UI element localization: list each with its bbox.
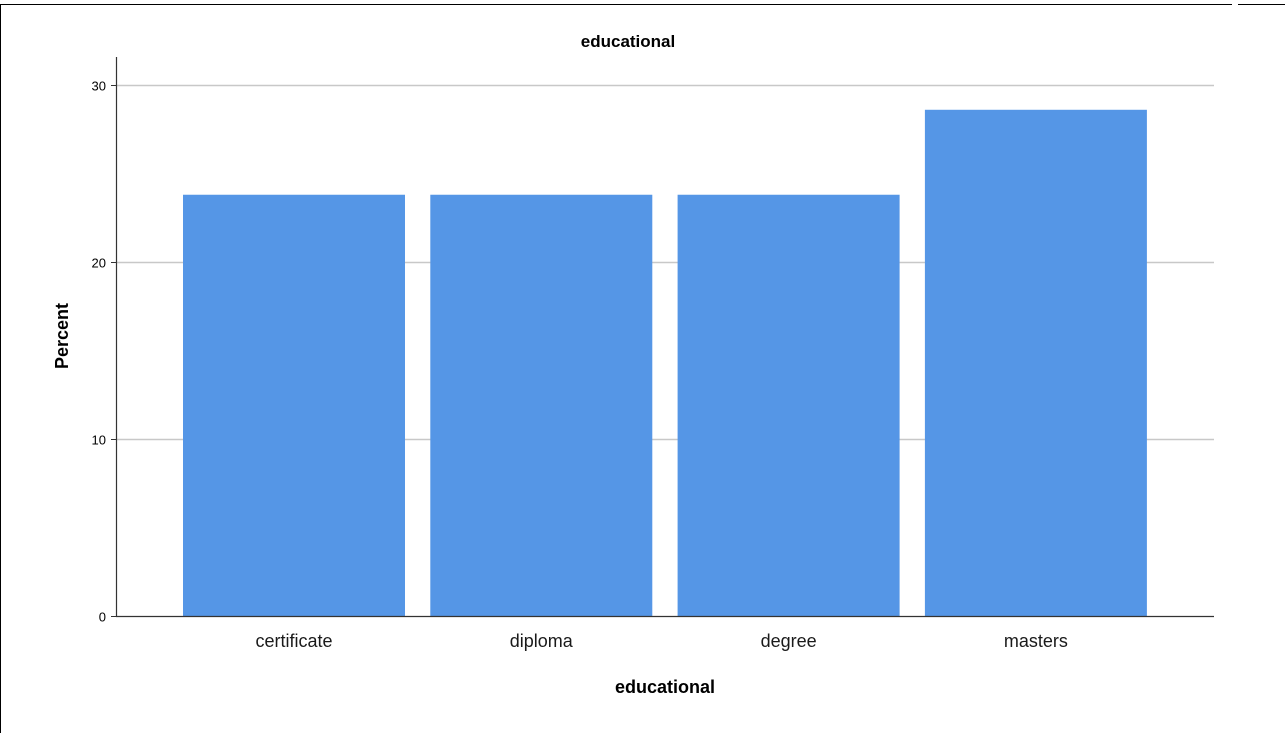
bar — [183, 194, 405, 617]
chart-title: educational — [581, 32, 675, 51]
frame-border-left — [0, 4, 1, 733]
bar — [430, 194, 653, 617]
y-tick-label: 30 — [92, 79, 106, 94]
y-tick-label: 0 — [99, 610, 106, 625]
x-tick-labels: certificate diploma degree masters — [255, 631, 1067, 651]
bars — [183, 109, 1147, 617]
y-tick-label: 10 — [92, 433, 106, 448]
x-axis-label: educational — [615, 677, 715, 697]
x-tick-label: certificate — [255, 631, 332, 651]
bar — [924, 109, 1147, 616]
y-axis-label: Percent — [52, 303, 72, 369]
x-tick-label: diploma — [510, 631, 574, 651]
frame-border-top-right — [1238, 4, 1285, 5]
axes — [111, 57, 1214, 618]
y-tick-labels: 0 10 20 30 — [92, 79, 106, 625]
frame-border-top — [0, 4, 1232, 5]
bar — [677, 194, 900, 617]
y-tick-label: 20 — [92, 256, 106, 271]
x-tick-label: degree — [761, 631, 817, 651]
x-tick-label: masters — [1004, 631, 1068, 651]
